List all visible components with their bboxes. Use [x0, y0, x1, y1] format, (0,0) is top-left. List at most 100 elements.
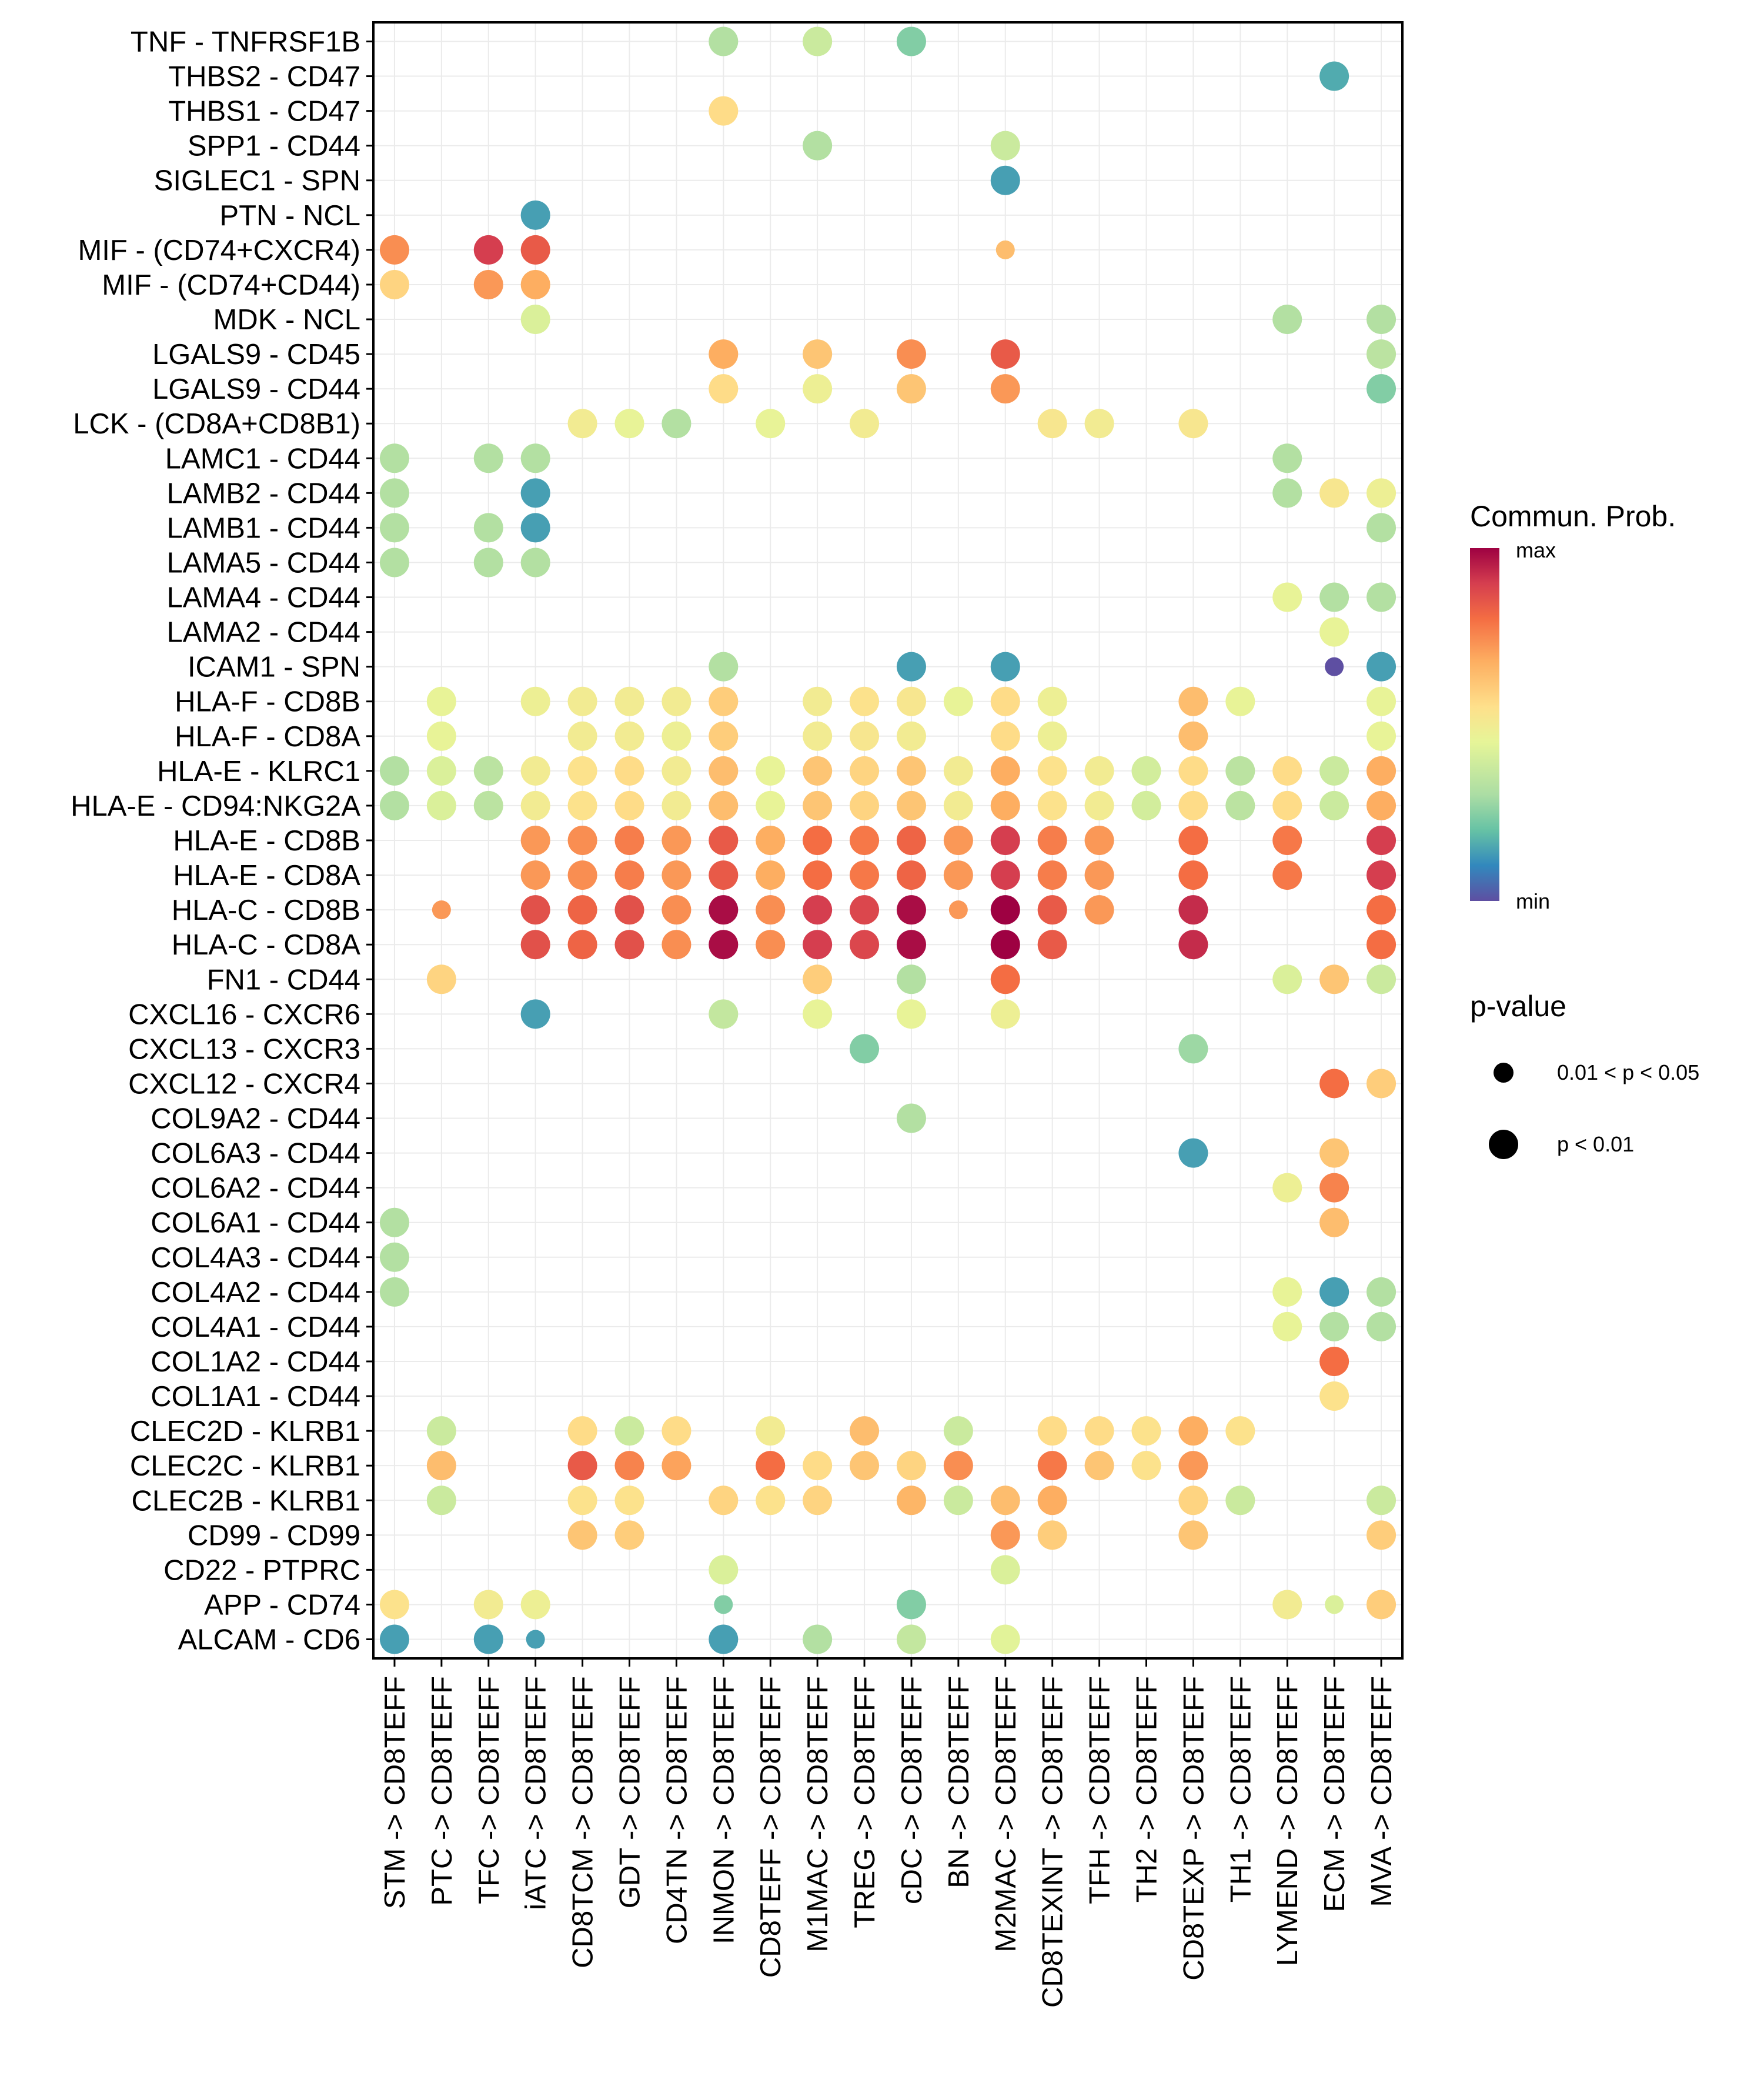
data-point: [1131, 790, 1161, 820]
data-point: [943, 790, 973, 820]
data-point: [990, 374, 1020, 404]
data-point: [756, 1451, 786, 1481]
y-tick-label: MIF - (CD74+CD44): [102, 269, 360, 301]
data-point: [1272, 443, 1302, 473]
y-tick-label: ICAM1 - SPN: [188, 652, 360, 683]
data-point: [662, 756, 691, 786]
x-tick-label: M1MAC -> CD8TEFF: [802, 1676, 834, 1952]
data-point: [1225, 1486, 1255, 1515]
data-point: [709, 860, 739, 890]
data-point: [1367, 1069, 1396, 1099]
y-tick-label: CD99 - CD99: [188, 1520, 360, 1551]
y-tick-label: COL6A3 - CD44: [151, 1138, 360, 1170]
data-point: [473, 756, 503, 786]
data-point: [1367, 860, 1396, 890]
y-tick-label: COL9A2 - CD44: [151, 1103, 360, 1135]
y-tick-label: LGALS9 - CD45: [152, 339, 360, 370]
y-tick-label: COL4A3 - CD44: [151, 1242, 360, 1274]
data-point: [1319, 61, 1349, 91]
data-point: [1037, 930, 1067, 960]
data-point: [943, 756, 973, 786]
data-point: [896, 1103, 926, 1133]
data-point: [990, 652, 1020, 682]
x-tick-label: CD8TEXP -> CD8TEFF: [1178, 1676, 1210, 1981]
data-point: [426, 964, 456, 994]
size-legend-small-label: 0.01 < p < 0.05: [1557, 1060, 1699, 1084]
y-tick-label: COL1A1 - CD44: [151, 1381, 360, 1413]
data-point: [614, 826, 644, 855]
x-tick-label: TFC -> CD8TEFF: [473, 1676, 505, 1904]
data-point: [520, 895, 550, 925]
data-point: [709, 1555, 739, 1585]
data-point: [1225, 1416, 1255, 1446]
data-point: [1178, 826, 1208, 855]
x-tick-label: LYMEND -> CD8TEFF: [1272, 1676, 1304, 1966]
y-tick-label: HLA-E - CD94:NKG2A: [71, 790, 360, 822]
data-point: [896, 1486, 926, 1515]
data-point: [1319, 617, 1349, 647]
data-point: [1367, 930, 1396, 960]
y-tick-label: PTN - NCL: [219, 200, 360, 232]
data-point: [850, 790, 880, 820]
x-tick-label: CD8TEFF -> CD8TEFF: [755, 1676, 787, 1978]
data-point: [379, 235, 409, 265]
data-point: [614, 686, 644, 716]
data-point: [567, 826, 597, 855]
data-point: [379, 790, 409, 820]
data-point: [803, 131, 833, 161]
data-point: [803, 790, 833, 820]
data-point: [943, 1416, 973, 1446]
data-point: [1037, 1486, 1067, 1515]
x-tick-label: TFH -> CD8TEFF: [1084, 1676, 1116, 1904]
y-tick-label: LGALS9 - CD44: [152, 373, 360, 405]
data-point: [520, 443, 550, 473]
data-point: [426, 756, 456, 786]
data-point: [567, 895, 597, 925]
data-point: [1319, 1381, 1349, 1411]
data-point: [1325, 657, 1344, 676]
data-point: [896, 860, 926, 890]
x-tick-label: M2MAC -> CD8TEFF: [990, 1676, 1022, 1952]
data-point: [1225, 686, 1255, 716]
data-point: [614, 790, 644, 820]
data-point: [567, 756, 597, 786]
color-legend-max: max: [1516, 538, 1556, 562]
y-tick-label: CXCL12 - CXCR4: [128, 1068, 360, 1100]
data-point: [896, 721, 926, 751]
color-legend-min: min: [1516, 889, 1550, 913]
data-point: [1367, 756, 1396, 786]
data-point: [709, 826, 739, 855]
data-point: [1319, 1069, 1349, 1099]
data-point: [803, 1486, 833, 1515]
data-point: [850, 1451, 880, 1481]
y-tick-label: LAMB1 - CD44: [166, 512, 360, 544]
data-point: [520, 930, 550, 960]
y-tick-label: THBS2 - CD47: [168, 61, 360, 93]
data-point: [614, 1416, 644, 1446]
data-point: [709, 339, 739, 369]
data-point: [990, 686, 1020, 716]
data-point: [614, 721, 644, 751]
y-tick-label: HLA-F - CD8A: [175, 721, 360, 753]
data-point: [1367, 895, 1396, 925]
y-tick-label: LAMA5 - CD44: [166, 547, 360, 579]
y-tick-label: FN1 - CD44: [207, 964, 360, 996]
data-point: [990, 964, 1020, 994]
y-tick-label: COL6A2 - CD44: [151, 1173, 360, 1204]
y-tick-label: HLA-E - CD8A: [173, 860, 360, 892]
data-point: [520, 269, 550, 299]
data-point: [473, 235, 503, 265]
data-point: [990, 895, 1020, 925]
data-point: [709, 1486, 739, 1515]
data-point: [614, 756, 644, 786]
data-point: [1272, 1277, 1302, 1307]
size-legend-large-dot: [1489, 1130, 1518, 1159]
data-point: [662, 930, 691, 960]
x-tick-label: CD8TCM -> CD8TEFF: [567, 1676, 599, 1968]
data-point: [1178, 409, 1208, 439]
data-point: [756, 826, 786, 855]
data-point: [896, 652, 926, 682]
data-point: [990, 1520, 1020, 1550]
data-point: [379, 269, 409, 299]
data-point: [803, 964, 833, 994]
